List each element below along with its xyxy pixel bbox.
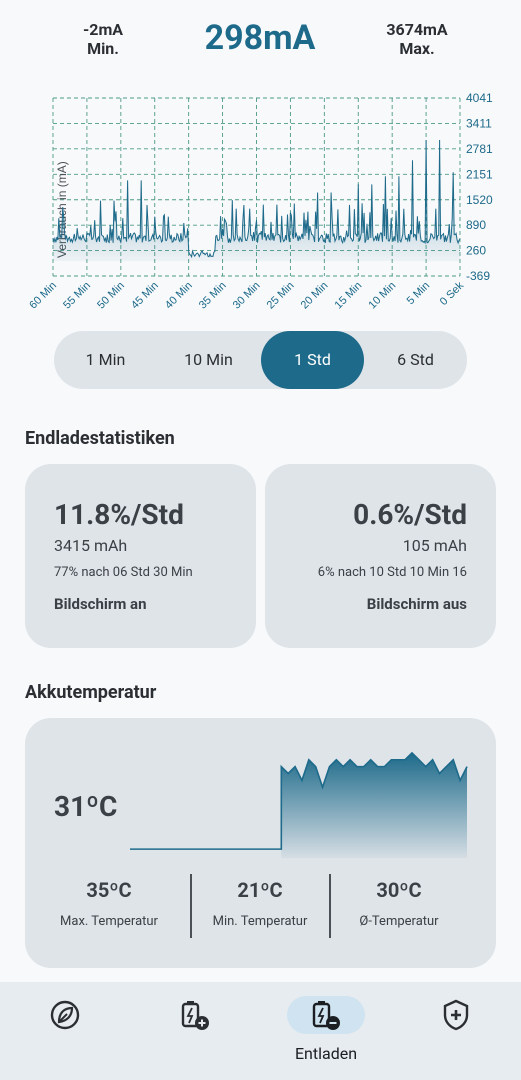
range-option-10-min[interactable]: 10 Min [184,350,233,369]
x-tick-label: 15 Min [333,280,365,312]
x-tick-label: 10 Min [366,280,398,312]
avg-temperature: 30ºC Ø-Temperatur [329,878,469,929]
current-area [53,140,460,262]
max-current-label: Max. [399,39,435,58]
x-tick-label: 20 Min [299,280,331,312]
y-tick-label: 2151 [466,167,493,181]
x-tick-label: 30 Min [231,280,263,312]
avg-temperature-value: 30ºC [376,878,422,902]
x-tick-label: 5 Min [405,280,433,308]
x-tick-label: 35 Min [197,280,229,312]
range-option-1-min[interactable]: 1 Min [85,350,126,369]
min-current: -2mA Min. [43,20,163,58]
x-tick-label: 60 Min [27,280,59,312]
current-line [52,139,461,259]
temperature-area [281,752,467,858]
nav-active-indicator [287,996,365,1034]
screen-off-card: 0.6%/Std 105 mAh 6% nach 10 Std 10 Min 1… [265,464,496,648]
current-chart: 4041 3411 2781 2151 1520 890 260 -369 60 Min 55 M… [0,86,521,326]
health-icon [443,999,469,1031]
screen-off-detail: 6% nach 10 Std 10 Min 16 [317,565,467,580]
x-tick-label: 50 Min [95,280,127,312]
max-temperature: 35ºC Max. Temperatur [39,878,179,929]
y-tick-label: 890 [466,218,486,232]
temperature-card: 31ºC 35ºC Max. Temperatur 21ºC Min. Temp… [25,718,496,968]
current-chart-svg: 4041 3411 2781 2151 1520 890 260 -369 60 Min 55 M… [27,91,493,312]
min-temperature-value: 21ºC [237,878,283,902]
stat-divider [190,874,192,938]
charge-icon [181,1001,209,1030]
nav-discharge[interactable] [286,996,366,1066]
y-tick-label: 2781 [466,142,493,156]
x-tick-label: 40 Min [163,280,195,312]
temperature-line [130,751,468,850]
y-tick-label: 260 [466,244,486,258]
current-value: 298mA [204,18,316,58]
min-temperature-label: Min. Temperatur [212,914,308,929]
discharge-icon [312,1001,340,1030]
x-tick-label: 0 Sek [438,279,467,308]
nav-explore[interactable] [25,996,105,1066]
min-current-label: Min. [87,39,119,58]
explore-icon [50,1000,80,1030]
screen-on-rate: 11.8%/Std [54,498,184,531]
nav-active-label: Entladen [294,1044,358,1063]
y-tick-label: 4041 [466,91,493,105]
screen-on-label: Bildschirm an [54,595,147,613]
screen-on-card: 11.8%/Std 3415 mAh 77% nach 06 Std 30 Mi… [25,464,256,648]
x-tick-label: 55 Min [61,280,93,312]
min-temperature: 21ºC Min. Temperatur [190,878,330,929]
nav-charge[interactable] [155,996,235,1066]
screen-on-detail: 77% nach 06 Std 30 Min [54,565,193,580]
min-current-value: -2mA [82,20,124,39]
nav-health[interactable] [416,996,496,1066]
temperature-chart [130,751,468,858]
screen-off-label: Bildschirm aus [366,595,467,613]
bottom-navigation: Entladen [0,982,521,1080]
range-option-6-std[interactable]: 6 Std [397,350,434,369]
range-selector: 1 Min 10 Min 1 Std 6 Std [54,331,467,389]
discharge-section-title: Endladestatistiken [25,428,175,449]
range-option-1-std[interactable]: 1 Std [261,331,364,389]
stat-divider [329,874,331,938]
temperature-section-title: Akkutemperatur [25,682,157,703]
max-temperature-value: 35ºC [86,878,132,902]
y-tick-label: 1520 [466,193,493,207]
y-tick-label: 3411 [466,116,492,130]
max-temperature-label: Max. Temperatur [60,914,158,929]
y-tick-label: -369 [466,269,490,283]
screen-off-mah: 105 mAh [402,536,467,555]
current-stats-header: -2mA Min. 298mA 3674mA Max. [0,0,521,90]
screen-off-rate: 0.6%/Std [353,498,467,531]
screen-on-mah: 3415 mAh [54,536,128,555]
avg-temperature-label: Ø-Temperatur [359,914,439,929]
current-temperature: 31ºC [54,790,118,823]
x-tick-label: 45 Min [129,280,161,312]
x-tick-label: 25 Min [265,280,297,312]
max-current: 3674mA Max. [357,20,477,58]
max-current-value: 3674mA [386,20,448,39]
